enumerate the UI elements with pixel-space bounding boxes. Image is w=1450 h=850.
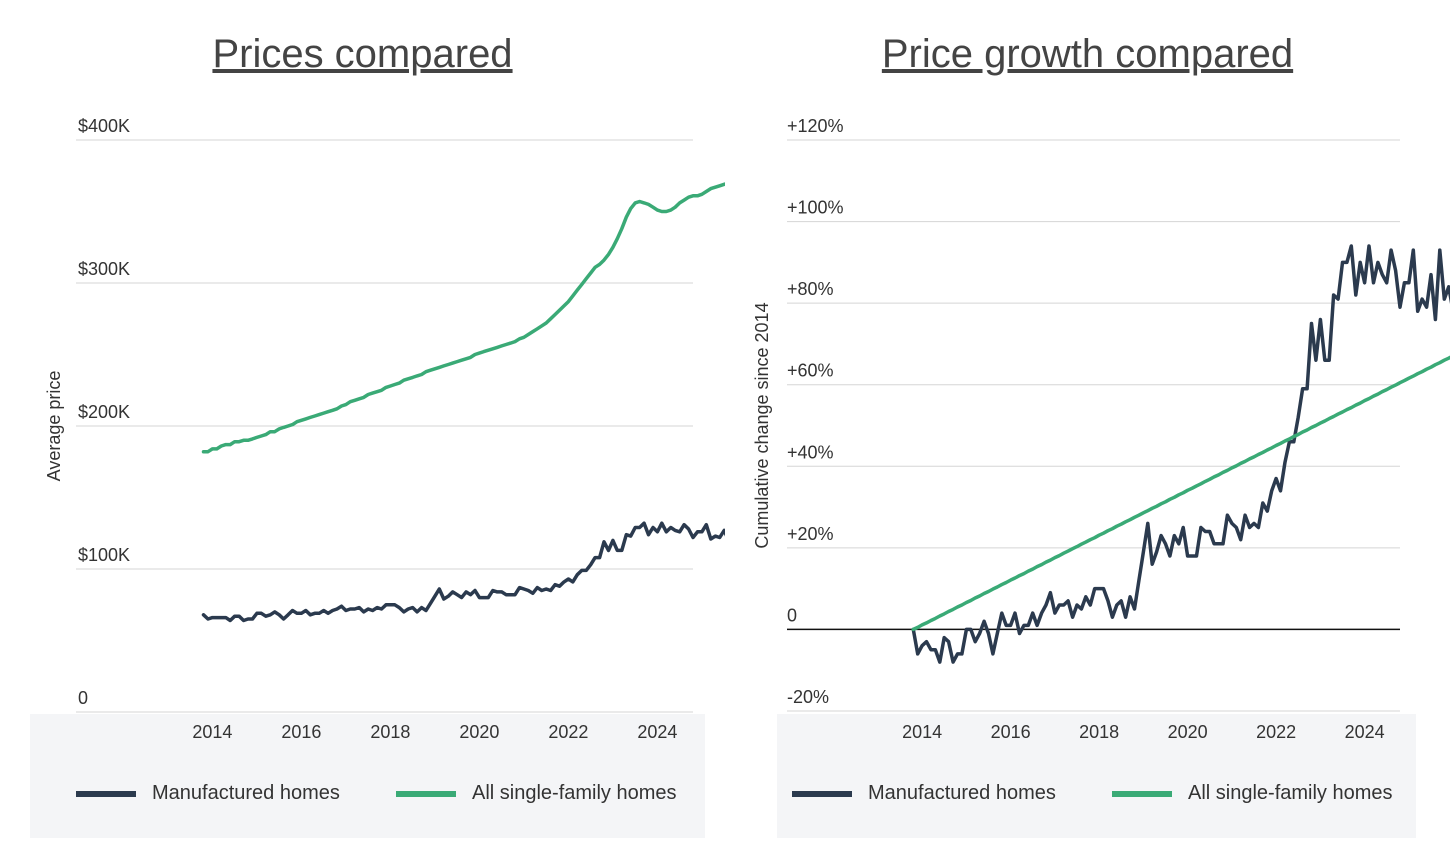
series-line-all-single-family-homes bbox=[201, 182, 725, 454]
chart-plot-growth: -20% 0 +20% +40% +60% +80% +100% +120% 2014 2016 2… bbox=[752, 116, 1450, 742]
legend-swatch-manufactured bbox=[76, 790, 136, 797]
series-line-all-single-family-homes bbox=[911, 355, 1450, 632]
chart-title: Prices compared bbox=[212, 32, 513, 76]
legend-item-manufactured: Manufactured homes bbox=[76, 782, 340, 805]
y-axis-label: Cumulative change since 2014 bbox=[752, 302, 772, 548]
y-axis-label: Average price bbox=[44, 371, 64, 482]
chart-plot-prices: 0 $100K $200K $300K $400K 2014 2016 2018 2020 202… bbox=[44, 116, 725, 742]
x-tick-label: 2022 bbox=[1256, 722, 1296, 742]
x-tick-label: 2014 bbox=[192, 722, 232, 742]
y-tick-label: +40% bbox=[787, 442, 834, 462]
x-tick-label: 2022 bbox=[548, 722, 588, 742]
x-tick-label: 2018 bbox=[370, 722, 410, 742]
x-tick-label: 2016 bbox=[991, 722, 1031, 742]
chart-panel-growth: Price growth compared Manufactured homes… bbox=[725, 0, 1450, 850]
legend-item-single-family: All single-family homes bbox=[1112, 782, 1393, 805]
legend-swatch-single-family bbox=[396, 790, 456, 797]
legend-item-manufactured: Manufactured homes bbox=[792, 782, 1056, 805]
legend-swatch-manufactured bbox=[792, 790, 852, 797]
legend bbox=[777, 714, 1416, 838]
legend-label: All single-family homes bbox=[472, 782, 677, 804]
x-tick-label: 2020 bbox=[1168, 722, 1208, 742]
series-line-manufactured-homes bbox=[911, 244, 1450, 664]
x-tick-label: 2018 bbox=[1079, 722, 1119, 742]
y-tick-label: $300K bbox=[78, 259, 130, 279]
legend-item-single-family: All single-family homes bbox=[396, 782, 677, 805]
chart-panel-prices: Prices compared Manufactured homes All s… bbox=[30, 32, 725, 838]
x-tick-label: 2020 bbox=[459, 722, 499, 742]
y-tick-label: $100K bbox=[78, 545, 130, 565]
y-tick-label: $200K bbox=[78, 402, 130, 422]
y-tick-label: 0 bbox=[78, 688, 88, 708]
x-tick-label: 2016 bbox=[281, 722, 321, 742]
y-tick-label: +60% bbox=[787, 361, 834, 381]
x-tick-label: 2024 bbox=[637, 722, 677, 742]
legend-label: Manufactured homes bbox=[868, 782, 1056, 804]
legend-label: All single-family homes bbox=[1188, 782, 1393, 804]
x-tick-label: 2014 bbox=[902, 722, 942, 742]
y-tick-label: +80% bbox=[787, 279, 834, 299]
y-tick-label: $400K bbox=[78, 116, 130, 136]
y-tick-label: +20% bbox=[787, 524, 834, 544]
series-line-manufactured-homes bbox=[201, 521, 725, 623]
y-tick-label: 0 bbox=[787, 605, 797, 625]
y-tick-label: -20% bbox=[787, 687, 829, 707]
x-tick-label: 2024 bbox=[1345, 722, 1385, 742]
legend bbox=[30, 714, 705, 838]
legend-label: Manufactured homes bbox=[152, 782, 340, 804]
chart-title: Price growth compared bbox=[881, 32, 1294, 76]
y-tick-label: +120% bbox=[787, 116, 844, 136]
y-tick-label: +100% bbox=[787, 198, 844, 218]
legend-swatch-single-family bbox=[1112, 790, 1172, 797]
